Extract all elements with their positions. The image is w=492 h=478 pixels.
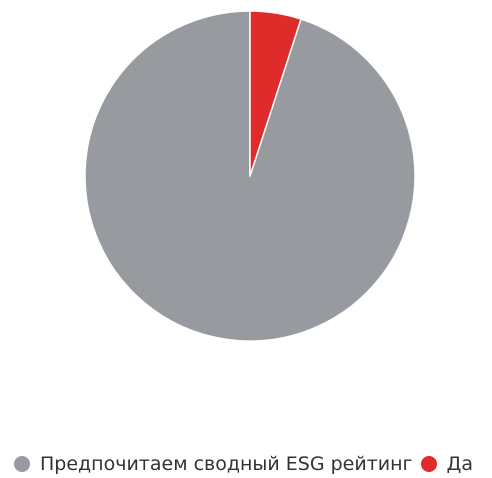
legend-item-yes[interactable]: Да (420, 453, 474, 475)
pie-slices (84, 10, 416, 342)
legend-label-yes: Да (446, 453, 474, 475)
legend: Предпочитаем сводный ESG рейтинг Да (14, 450, 481, 478)
legend-label-preferred-summary-esg: Предпочитаем сводный ESG рейтинг (40, 453, 413, 475)
pie-slice-yes[interactable] (249, 10, 302, 177)
pie-chart (84, 10, 416, 342)
legend-item-preferred-summary-esg[interactable]: Предпочитаем сводный ESG рейтинг (14, 453, 413, 475)
legend-swatch-preferred-summary-esg (14, 456, 30, 472)
legend-swatch-yes (420, 456, 437, 472)
